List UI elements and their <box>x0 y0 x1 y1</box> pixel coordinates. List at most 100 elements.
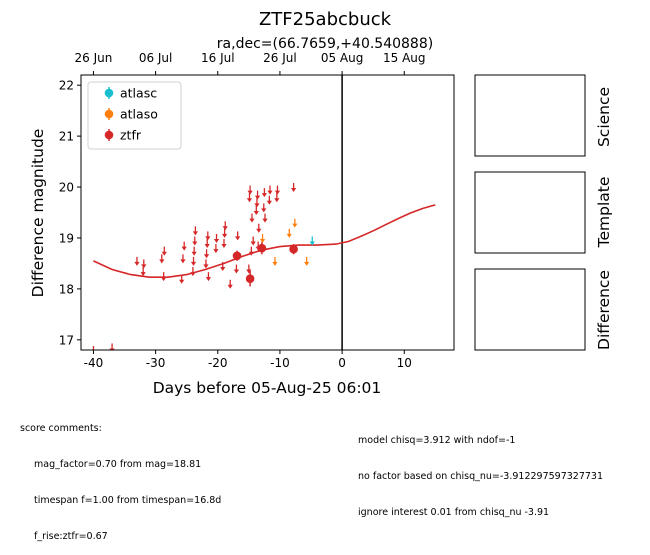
top-tick-label: 26 Jun <box>75 51 113 65</box>
difference-panel-label: Difference <box>595 270 613 350</box>
upper-limit-head <box>161 251 167 256</box>
ztfr-upper-limit <box>249 213 255 223</box>
detection-marker <box>289 244 298 254</box>
top-tick-label: 06 Jul <box>139 51 173 65</box>
score-comment-line: timespan f=1.00 from timespan=16.8d <box>34 495 222 506</box>
upper-limit-head <box>203 254 210 259</box>
model-comment-line: ignore interest 0.01 from chisq_nu -3.91 <box>358 507 550 518</box>
ztfr-upper-limit <box>213 233 220 243</box>
ztfr-upper-limit <box>190 267 196 277</box>
model-comment-line: no factor based on chisq_nu=-3.912297597… <box>358 471 604 482</box>
ztfr-upper-limit <box>274 185 281 195</box>
upper-limit-head <box>259 238 266 243</box>
difference-cutout-panel <box>474 268 586 351</box>
ztfr-upper-limit <box>246 193 253 203</box>
upper-limit-head <box>179 279 185 284</box>
upper-limit-head <box>274 198 280 203</box>
ztfr-upper-limit <box>205 272 212 282</box>
atlaso-upper-limit <box>286 228 292 238</box>
ztfr-upper-limit <box>220 261 226 271</box>
chart-subtitle: ra,dec=(66.7659,+40.540888) <box>217 36 433 52</box>
ztfr-upper-limit <box>253 205 259 215</box>
template-panel-label: Template <box>595 177 613 249</box>
legend-label: ztfr <box>120 128 142 143</box>
upper-limit-head <box>274 190 281 195</box>
ztfr-upper-limit <box>262 213 268 223</box>
science-cutout-panel <box>474 74 586 157</box>
ztfr-upper-limit <box>221 239 227 249</box>
ztfr-upper-limit <box>92 346 95 350</box>
model-comments: model chisq=3.912 with ndof=-1 no factor… <box>358 411 603 531</box>
upper-limit-head <box>309 241 315 246</box>
upper-limit-head <box>140 272 146 277</box>
upper-limit-head <box>161 277 167 282</box>
ztfr-upper-limit <box>161 272 167 282</box>
ztfr-detection <box>289 244 298 255</box>
ztfr-upper-limit <box>109 343 115 350</box>
ztfr-upper-limit <box>254 190 261 200</box>
upper-limit-head <box>292 223 298 228</box>
ztfr-upper-limit <box>161 246 167 256</box>
upper-limit-head <box>253 210 259 215</box>
top-tick-label: 15 Aug <box>383 51 426 65</box>
legend-label: atlaso <box>120 107 158 122</box>
atlaso-upper-limit <box>292 218 298 228</box>
ztfr-upper-limit <box>179 274 185 284</box>
atlasc-upper-limit <box>309 236 315 246</box>
ztfr-upper-limit <box>227 279 233 289</box>
x-tick-label: 0 <box>338 356 346 370</box>
ztfr-upper-limit <box>256 223 262 233</box>
upper-limit-head <box>190 272 196 277</box>
upper-limit-head <box>213 249 219 254</box>
x-tick-label: -40 <box>84 356 104 370</box>
upper-limit-head <box>256 228 262 233</box>
upper-limit-head <box>267 190 273 195</box>
upper-limit-head <box>227 284 233 289</box>
plot-data-group <box>92 75 436 350</box>
ztfr-upper-limit <box>247 185 253 195</box>
ztfr-upper-limit <box>246 264 252 274</box>
upper-limit-head <box>261 193 267 198</box>
y-tick-label: 19 <box>59 231 74 245</box>
upper-limit-head <box>141 264 147 269</box>
chart-title: ZTF25abcbuck <box>259 9 392 30</box>
y-tick-label: 21 <box>59 130 74 144</box>
score-comment-line: f_rise:ztfr=0.67 <box>34 531 108 542</box>
upper-limit-head <box>246 269 252 274</box>
ztfr-upper-limit <box>248 246 254 256</box>
score-comment-line: mag_factor=0.70 from mag=18.81 <box>34 459 202 470</box>
ztfr-detection <box>257 242 267 255</box>
ztfr-upper-limit <box>213 244 219 254</box>
upper-limit-head <box>262 218 268 223</box>
upper-limit-head <box>291 188 297 193</box>
ztfr-upper-limit <box>274 193 280 203</box>
upper-limit-head <box>233 269 240 274</box>
legend-marker <box>104 88 114 98</box>
plot-frame <box>80 74 455 351</box>
science-panel-label: Science <box>595 87 613 147</box>
ztfr-upper-limit <box>250 236 256 246</box>
upper-limit-head <box>248 251 254 256</box>
upper-limit-head <box>222 233 228 238</box>
ztfr-upper-limit <box>235 231 241 241</box>
ztfr-upper-limit <box>203 259 209 269</box>
ztfr-upper-limit <box>204 239 210 249</box>
ztfr-upper-limit <box>267 185 273 195</box>
upper-limit-head <box>254 195 261 200</box>
upper-limit-head <box>181 246 187 251</box>
detection-marker <box>245 274 255 284</box>
upper-limit-head <box>190 261 197 266</box>
upper-limit-head <box>191 251 197 256</box>
ztfr-upper-limit <box>141 259 147 269</box>
score-comments-header: score comments: <box>20 423 102 434</box>
y-tick-label: 22 <box>59 79 74 93</box>
upper-limit-head <box>249 218 255 223</box>
upper-limit-head <box>272 261 278 266</box>
ztfr-upper-limit <box>261 203 267 213</box>
ztfr-upper-limit <box>203 249 210 259</box>
upper-limit-head <box>266 200 272 205</box>
upper-limit-head <box>250 241 256 246</box>
legend-marker <box>104 109 114 119</box>
upper-limit-head <box>203 264 209 269</box>
